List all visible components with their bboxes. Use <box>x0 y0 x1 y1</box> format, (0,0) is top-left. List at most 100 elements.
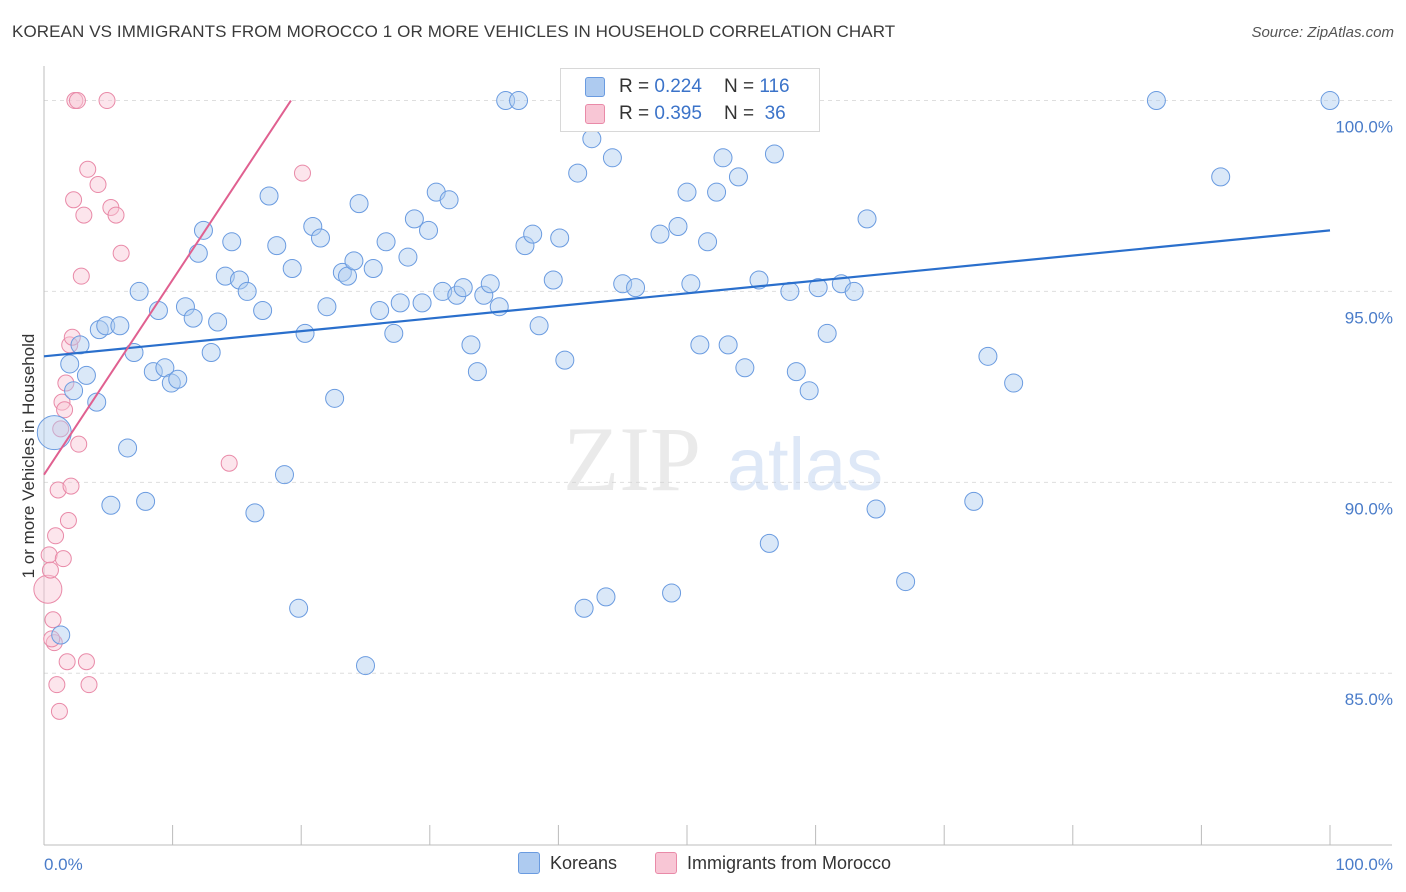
data-point-korean <box>1146 91 1166 111</box>
data-point-korean <box>295 323 315 343</box>
legend-swatch-morocco <box>655 852 677 874</box>
data-point-morocco <box>50 702 68 720</box>
data-point-korean <box>168 369 188 389</box>
data-point-korean <box>36 415 72 451</box>
data-point-korean <box>677 182 697 202</box>
data-point-korean <box>523 224 543 244</box>
data-point-korean <box>509 91 529 111</box>
data-point-korean <box>461 335 481 355</box>
legend-r-label: R = <box>619 76 650 97</box>
data-point-korean <box>433 281 453 301</box>
data-point-korean <box>376 232 396 252</box>
data-point-korean <box>363 259 383 279</box>
data-point-korean <box>808 278 828 298</box>
x-tick-label: 100.0% <box>1335 855 1393 874</box>
data-point-morocco <box>54 550 72 568</box>
data-point-korean <box>896 572 916 592</box>
data-point-korean <box>866 499 886 519</box>
data-point-korean <box>390 293 410 313</box>
data-point-korean <box>317 297 337 317</box>
data-point-korean <box>110 316 130 336</box>
data-point-korean <box>245 503 265 523</box>
data-point-korean <box>515 236 535 256</box>
data-point-morocco <box>48 676 66 694</box>
watermark-zip: ZIP <box>563 408 701 510</box>
data-point-korean <box>259 186 279 206</box>
data-point-korean <box>303 217 323 237</box>
data-point-morocco <box>65 191 83 209</box>
data-point-korean <box>76 365 96 385</box>
data-point-korean <box>183 308 203 328</box>
data-point-korean <box>759 533 779 553</box>
data-point-korean <box>208 312 228 332</box>
data-point-morocco <box>49 481 67 499</box>
data-point-korean <box>370 301 390 321</box>
y-tick-label: 100.0% <box>1335 118 1393 137</box>
data-point-morocco <box>98 92 116 110</box>
data-point-korean <box>728 167 748 187</box>
legend-item-morocco[interactable]: Immigrants from Morocco <box>655 852 891 874</box>
data-point-korean <box>101 495 121 515</box>
data-point-korean <box>1320 91 1340 111</box>
data-point-korean <box>201 343 221 363</box>
data-point-korean <box>480 274 500 294</box>
data-point-korean <box>626 278 646 298</box>
stats-legend: R = 0.224 N = 116 R = 0.395 N = 36 <box>560 68 820 132</box>
data-point-morocco <box>220 454 238 472</box>
data-point-morocco <box>59 511 77 529</box>
y-axis-label: 1 or more Vehicles in Household <box>19 334 38 579</box>
y-tick-label: 95.0% <box>1345 308 1393 327</box>
data-point-morocco <box>56 401 74 419</box>
data-point-korean <box>222 232 242 252</box>
data-point-morocco <box>52 420 70 438</box>
data-point-korean <box>707 182 727 202</box>
data-point-morocco <box>89 176 107 194</box>
data-point-morocco <box>62 477 80 495</box>
data-point-korean <box>555 350 575 370</box>
data-point-korean <box>857 209 877 229</box>
data-point-korean <box>439 190 459 210</box>
data-point-korean <box>613 274 633 294</box>
chart-title: KOREAN VS IMMIGRANTS FROM MOROCCO 1 OR M… <box>12 22 896 41</box>
data-point-korean <box>529 316 549 336</box>
data-point-korean <box>844 281 864 301</box>
data-point-korean <box>349 194 369 214</box>
legend-r-value: 0.224 <box>654 76 702 97</box>
data-point-korean <box>568 163 588 183</box>
data-point-korean <box>453 278 473 298</box>
data-point-korean <box>582 129 602 149</box>
data-point-korean <box>574 598 594 618</box>
data-point-korean <box>735 358 755 378</box>
series-morocco-points <box>33 92 311 720</box>
legend-swatch-koreans <box>518 852 540 874</box>
data-point-korean <box>384 323 404 343</box>
data-point-korean <box>356 656 375 676</box>
legend-label-morocco: Immigrants from Morocco <box>687 852 892 873</box>
legend-swatch-koreans <box>585 77 605 97</box>
data-point-korean <box>332 262 352 282</box>
data-point-korean <box>60 354 80 374</box>
axes <box>43 66 1392 846</box>
trend-line-koreans <box>43 229 1331 358</box>
tick-labels: 85.0% 90.0% 95.0% 100.0% 0.0% 100.0% <box>44 118 1393 874</box>
data-point-korean <box>964 491 984 511</box>
data-point-korean <box>1004 373 1024 393</box>
data-point-morocco <box>77 653 95 671</box>
data-point-korean <box>344 251 364 271</box>
data-point-morocco <box>63 328 81 346</box>
data-point-korean <box>713 148 733 168</box>
data-point-korean <box>786 362 806 382</box>
data-point-korean <box>749 270 769 290</box>
data-point-korean <box>229 270 249 290</box>
data-point-korean <box>419 220 439 240</box>
watermark-atlas: atlas <box>727 423 883 506</box>
data-point-korean <box>718 335 738 355</box>
data-point-morocco <box>70 435 88 453</box>
source-credit: Source: ZipAtlas.com <box>1251 24 1394 41</box>
data-point-korean <box>404 209 424 229</box>
data-point-morocco <box>79 160 97 178</box>
data-point-korean <box>96 316 116 336</box>
data-point-morocco <box>58 653 76 671</box>
legend-item-koreans[interactable]: Koreans <box>518 852 617 874</box>
